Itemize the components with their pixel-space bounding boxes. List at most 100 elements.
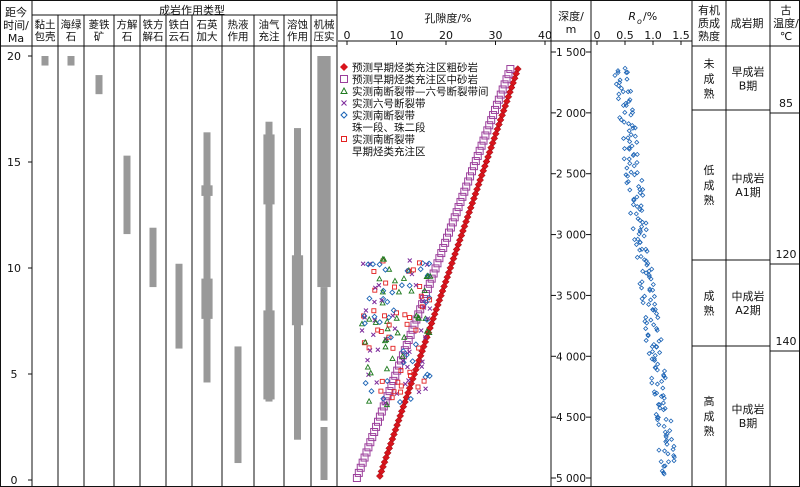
south-fault-early-point	[410, 267, 416, 273]
ro-point	[639, 219, 646, 225]
ro-point	[643, 314, 649, 320]
medium-sandstone-point	[373, 417, 382, 426]
south-fault-early-point	[392, 284, 398, 290]
south-fault-zhu-point	[426, 294, 433, 301]
ro-point	[646, 350, 652, 357]
fault-zone-six-point	[390, 313, 396, 318]
south-six-fault-point	[389, 355, 396, 362]
porosity-tick-label: 30	[489, 29, 503, 42]
medium-sandstone-point	[441, 238, 450, 247]
medium-sandstone-point	[366, 438, 375, 447]
ro-point	[615, 68, 621, 74]
south-fault-early-point	[398, 368, 404, 374]
ro-point	[661, 368, 668, 374]
ro-point	[660, 400, 666, 406]
stage-label: B期	[739, 80, 758, 93]
south-fault-early-point	[402, 312, 408, 318]
south-fault-zhu-point	[398, 282, 405, 289]
medium-sandstone-point	[435, 254, 444, 263]
medium-sandstone-point	[477, 141, 486, 150]
south-fault-early-point	[416, 345, 422, 351]
south-fault-early-point	[378, 388, 384, 394]
ro-point	[653, 311, 660, 317]
ro-point	[634, 203, 640, 210]
south-fault-early-point	[398, 383, 404, 389]
ro-point	[652, 306, 658, 313]
fault-zone-six-point	[422, 335, 428, 340]
south-six-fault-point	[415, 313, 422, 320]
ro-point	[638, 253, 644, 260]
stage-header: 成岩期	[731, 16, 764, 30]
medium-sandstone-point	[425, 279, 434, 288]
south-six-fault-point	[393, 314, 400, 321]
south-fault-zhu-point	[365, 261, 372, 268]
paleotemp-header: 古 温度/ ℃	[773, 4, 799, 43]
ro-point	[629, 122, 635, 129]
ro-point	[646, 301, 652, 308]
legend-label: 预测早期烃类充注区粗砂岩	[352, 61, 478, 74]
ro-point	[623, 70, 629, 76]
paleotemp-label: 140	[776, 335, 797, 348]
south-six-fault-point	[379, 299, 386, 306]
ro-title-main: R	[628, 10, 636, 23]
paleotemp-header-1: 古	[781, 4, 792, 17]
south-six-fault-point	[366, 315, 373, 322]
fault-zone-six-point	[374, 380, 380, 385]
diagenesis-duration-bar	[263, 310, 275, 400]
legend-label: 预测早期烃类充注区中砂岩	[352, 73, 478, 86]
ro-point	[637, 247, 643, 253]
south-fault-zhu-point	[387, 334, 394, 341]
ro-point	[626, 128, 632, 134]
ro-point	[625, 89, 631, 95]
ro-point	[629, 143, 635, 149]
ro-point	[644, 262, 650, 268]
ro-point	[627, 139, 633, 145]
medium-sandstone-point	[481, 131, 490, 140]
ro-point	[650, 287, 656, 293]
south-fault-zhu-point	[426, 260, 433, 267]
south-fault-zhu-point	[371, 313, 378, 320]
time-axis-header: 距今 时间/ Ma	[3, 5, 29, 45]
medium-sandstone-point	[362, 448, 371, 457]
diagenesis-duration-bar	[203, 132, 211, 383]
ro-point	[654, 367, 660, 373]
legend-label: 早期烃类充注区	[352, 145, 426, 158]
south-fault-zhu-point	[368, 388, 375, 395]
ro-point	[635, 236, 641, 242]
stage-label: 早成岩	[732, 65, 765, 79]
ro-point	[626, 145, 632, 151]
fault-zone-six-point	[365, 357, 370, 363]
diagenesis-type-label: 石	[122, 31, 133, 43]
medium-sandstone-point	[372, 422, 381, 431]
ro-point	[630, 226, 636, 232]
ro-point	[661, 471, 667, 477]
coarse-sandstone-point	[375, 472, 384, 480]
ro-point	[649, 375, 655, 381]
ro-point	[644, 320, 650, 326]
medium-sandstone-point	[385, 387, 394, 396]
ro-point	[665, 459, 672, 465]
porosity-axis-title: 孔隙度/%	[424, 11, 471, 25]
fault-zone-six-point	[359, 328, 365, 333]
ro-point	[671, 458, 677, 464]
fault-zone-six-point	[376, 282, 382, 288]
paleotemp-label: 120	[776, 248, 797, 261]
diagenesis-type-label: 矿	[94, 30, 105, 43]
maturity-label: 成	[704, 73, 715, 86]
depth-axis-title-2: m	[566, 23, 577, 36]
time-tick-label: 5	[11, 368, 18, 381]
south-six-fault-point	[399, 352, 406, 359]
diagenesis-type-label: 作用	[228, 31, 249, 43]
ro-point	[656, 422, 662, 428]
south-fault-zhu-point	[385, 314, 392, 321]
south-six-fault-point	[379, 255, 386, 262]
ro-point	[621, 156, 627, 162]
ro-point	[627, 97, 633, 103]
ro-point	[654, 415, 660, 421]
ro-point	[618, 85, 624, 91]
ro-point	[657, 405, 663, 411]
medium-sandstone-point	[464, 177, 473, 186]
diagenesis-type-label: 云石	[169, 31, 190, 43]
ro-point	[637, 229, 643, 235]
south-fault-zhu-point	[426, 372, 433, 379]
